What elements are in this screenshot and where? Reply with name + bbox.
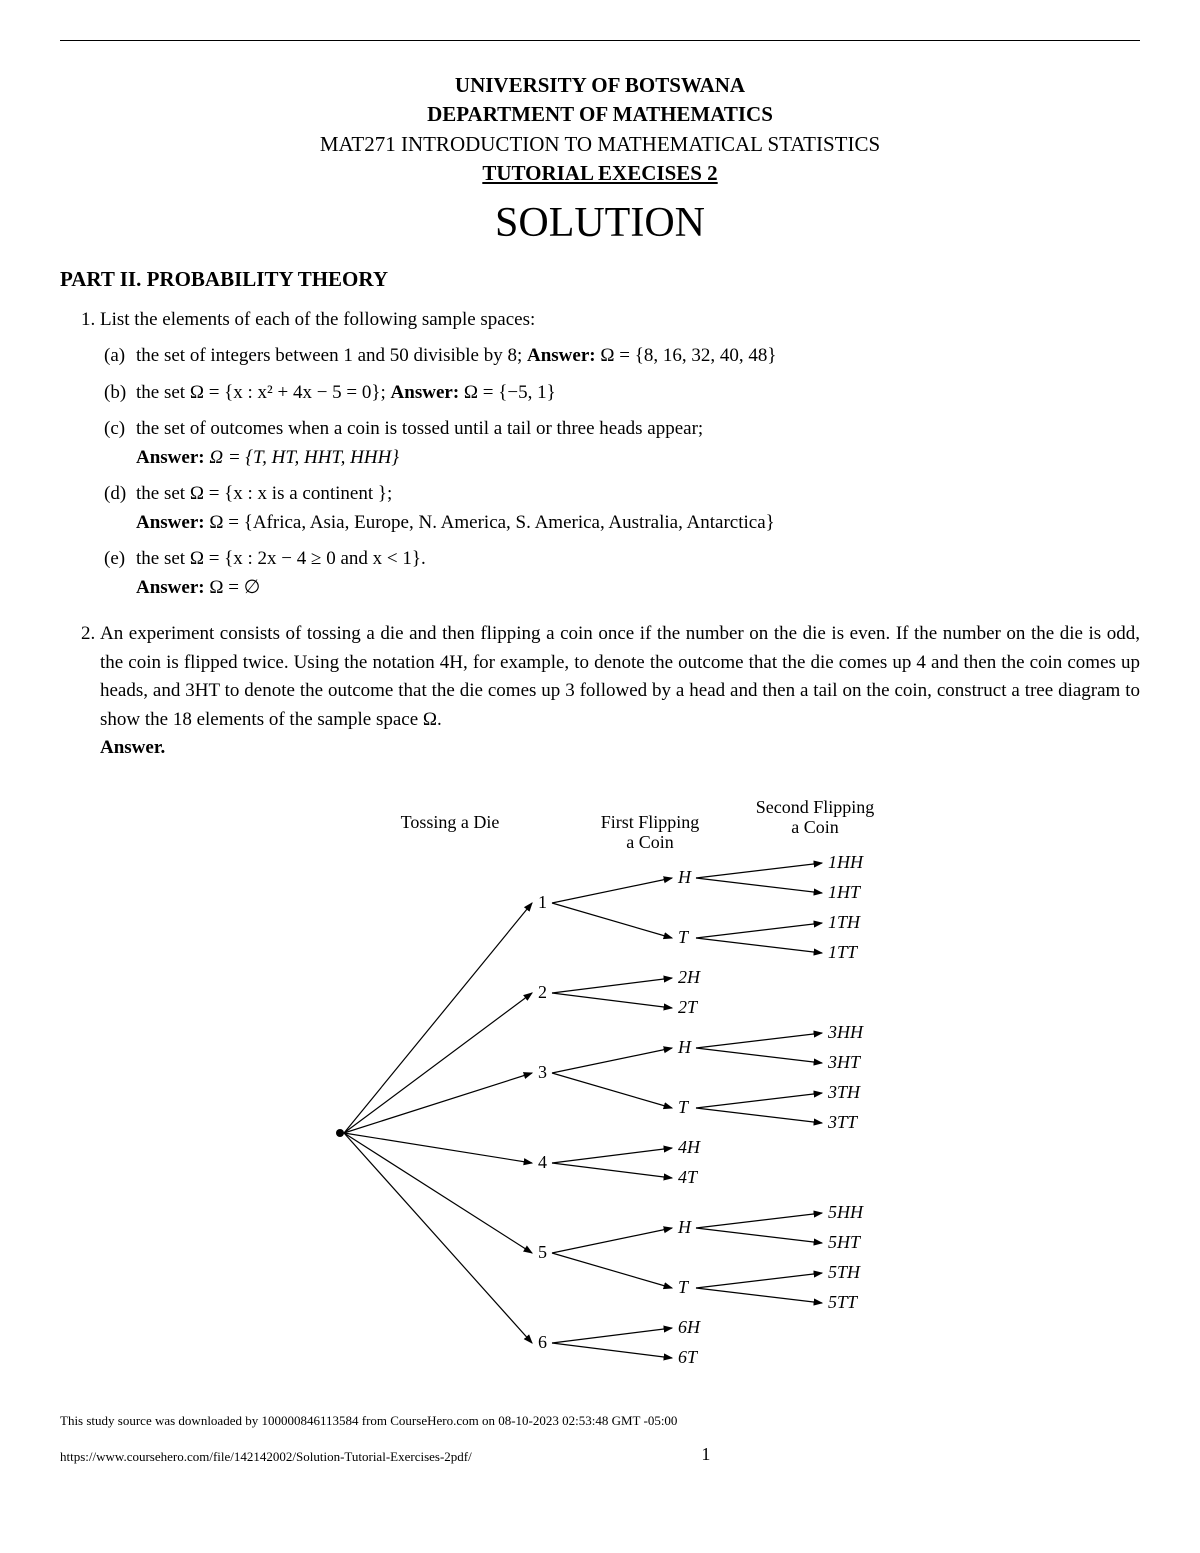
svg-text:4H: 4H [678,1137,701,1157]
course-name: MAT271 INTRODUCTION TO MATHEMATICAL STAT… [60,130,1140,159]
tree-diagram: Tossing a DieFirst Flippinga CoinSecond … [280,783,960,1393]
svg-text:Second Flipping: Second Flipping [756,797,875,817]
question-2: An experiment consists of tossing a die … [100,620,1140,1393]
part-title: PART II. PROBABILITY THEORY [60,267,1140,292]
q1d: the set Ω = {x : x is a continent }; Ans… [136,480,1140,537]
q1-intro: List the elements of each of the followi… [100,309,535,330]
svg-text:H: H [677,1217,692,1237]
top-rule [60,40,1140,41]
svg-text:5: 5 [538,1242,547,1262]
q1a-ans: Ω = {8, 16, 32, 40, 48} [596,345,777,366]
q1c-text: the set of outcomes when a coin is tosse… [136,418,703,439]
svg-text:5TT: 5TT [828,1292,859,1312]
svg-text:1: 1 [538,892,547,912]
svg-text:3: 3 [538,1062,547,1082]
svg-text:5HH: 5HH [828,1202,864,1222]
department-name: DEPARTMENT OF MATHEMATICS [60,100,1140,129]
q1b-ans-label: Answer: [391,382,460,403]
svg-text:3HT: 3HT [827,1052,862,1072]
svg-text:6: 6 [538,1332,547,1352]
svg-text:First Flipping: First Flipping [601,812,700,832]
q1d-text: the set Ω = {x : x is a continent }; [136,483,392,504]
svg-text:1HT: 1HT [828,882,862,902]
svg-text:Tossing a Die: Tossing a Die [401,812,500,832]
svg-text:2H: 2H [678,967,701,987]
q1a: the set of integers between 1 and 50 div… [136,342,1140,371]
svg-text:3TT: 3TT [827,1112,859,1132]
svg-text:2: 2 [538,982,547,1002]
svg-text:H: H [677,1037,692,1057]
svg-text:3TH: 3TH [827,1082,861,1102]
svg-text:T: T [678,1277,690,1297]
q1-sublist: the set of integers between 1 and 50 div… [100,342,1140,602]
q1c-ans: Ω = {T, HT, HHT, HHH} [205,447,399,468]
page-number: 1 [676,1444,736,1465]
footer-url: https://www.coursehero.com/file/14214200… [60,1449,472,1465]
university-name: UNIVERSITY OF BOTSWANA [60,71,1140,100]
q1b-ans: Ω = {−5, 1} [459,382,556,403]
q1c-ans-label: Answer: [136,447,205,468]
svg-text:5TH: 5TH [828,1262,861,1282]
svg-text:4T: 4T [678,1167,699,1187]
svg-text:1TH: 1TH [828,912,861,932]
q1c: the set of outcomes when a coin is tosse… [136,415,1140,472]
svg-text:H: H [677,867,692,887]
q1e: the set Ω = {x : 2x − 4 ≥ 0 and x < 1}. … [136,545,1140,602]
svg-text:4: 4 [538,1152,547,1172]
tree-diagram-container: Tossing a DieFirst Flippinga CoinSecond … [100,783,1140,1393]
q1e-ans-label: Answer: [136,577,205,598]
footer-download-note: This study source was downloaded by 1000… [60,1413,1140,1429]
document-header: UNIVERSITY OF BOTSWANA DEPARTMENT OF MAT… [60,71,1140,247]
svg-text:6H: 6H [678,1317,701,1337]
svg-text:2T: 2T [678,997,699,1017]
q2-text: An experiment consists of tossing a die … [100,623,1140,730]
tutorial-title: TUTORIAL EXECISES 2 [60,159,1140,188]
svg-text:1HH: 1HH [828,852,864,872]
content-body: List the elements of each of the followi… [60,306,1140,1393]
q1d-ans: Ω = {Africa, Asia, Europe, N. America, S… [205,512,775,533]
main-question-list: List the elements of each of the followi… [60,306,1140,1393]
svg-text:6T: 6T [678,1347,699,1367]
svg-text:5HT: 5HT [828,1232,862,1252]
q1e-ans: Ω = ∅ [205,577,261,598]
svg-text:T: T [678,1097,690,1117]
solution-heading: SOLUTION [60,199,1140,247]
q1e-text: the set Ω = {x : 2x − 4 ≥ 0 and x < 1}. [136,548,426,569]
svg-text:a Coin: a Coin [626,832,674,852]
svg-text:T: T [678,927,690,947]
question-1: List the elements of each of the followi… [100,306,1140,603]
q1a-ans-label: Answer: [527,345,596,366]
q1a-text: the set of integers between 1 and 50 div… [136,345,527,366]
q1b-text: the set Ω = {x : x² + 4x − 5 = 0}; [136,382,391,403]
svg-text:3HH: 3HH [827,1022,864,1042]
svg-text:a Coin: a Coin [791,817,839,837]
svg-text:1TT: 1TT [828,942,859,962]
q1d-ans-label: Answer: [136,512,205,533]
q2-ans-label: Answer. [100,737,165,758]
q1b: the set Ω = {x : x² + 4x − 5 = 0}; Answe… [136,379,1140,408]
